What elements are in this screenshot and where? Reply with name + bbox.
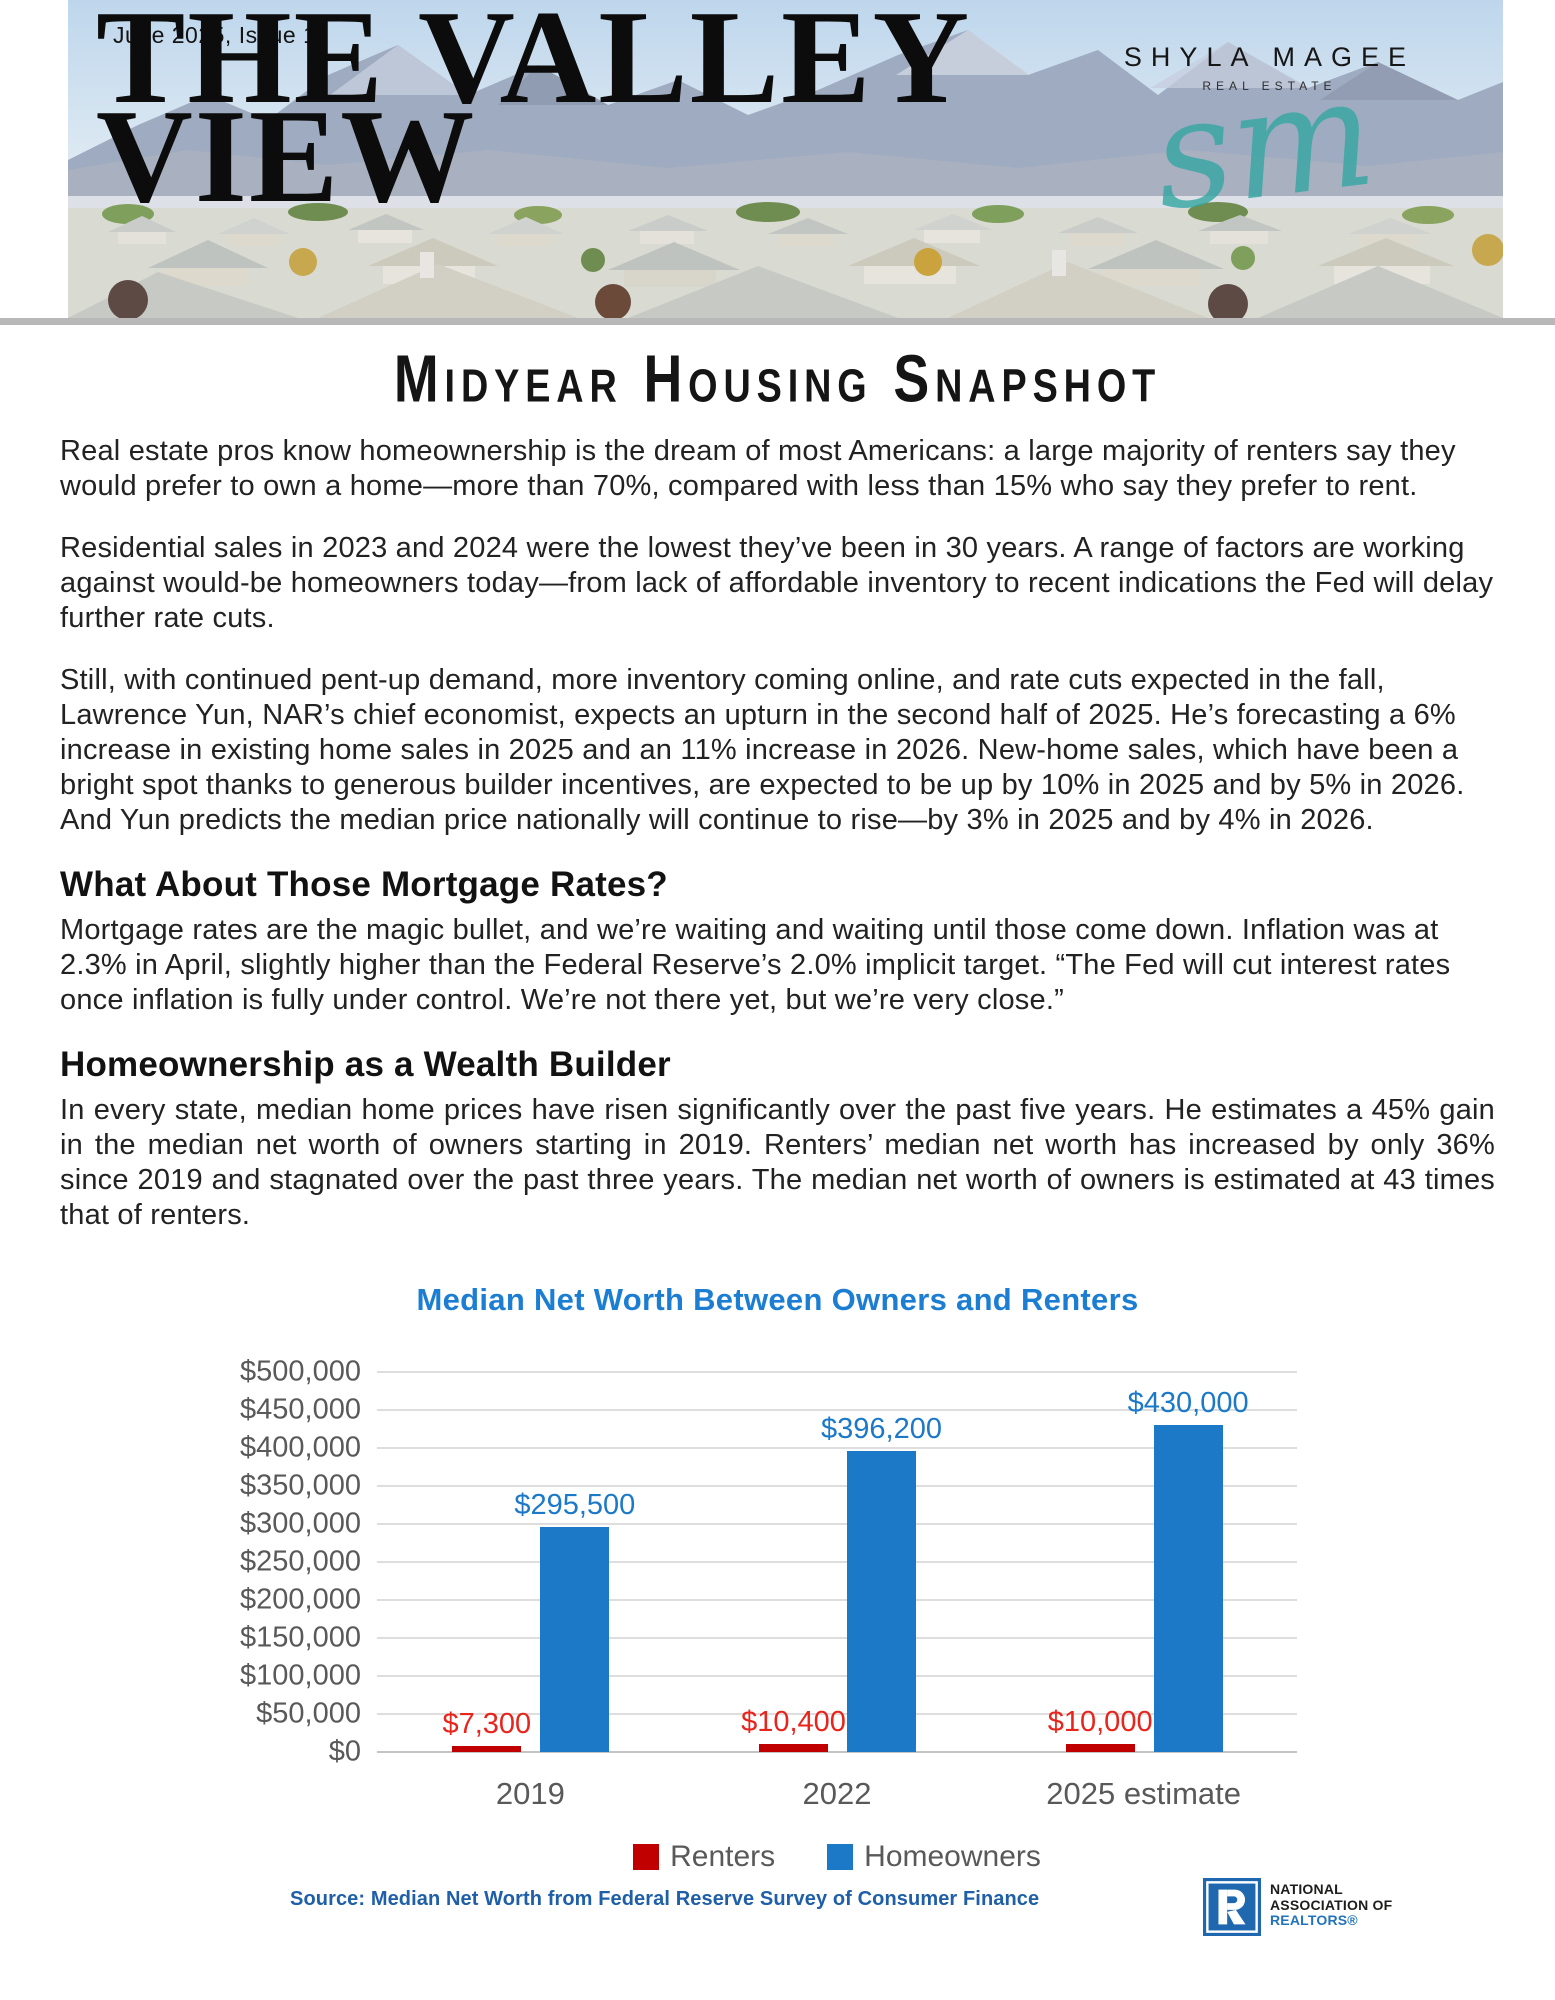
brand-name: SHYLA MAGEE: [1123, 42, 1415, 72]
y-tick-label: $400,000: [240, 1431, 361, 1464]
bar-homeowners: [1153, 1425, 1223, 1752]
brand-logo: sm SHYLA MAGEE REAL ESTATE: [1123, 42, 1415, 245]
y-tick-label: $350,000: [240, 1469, 361, 1502]
y-gridline: [377, 1447, 1297, 1449]
x-category-label: 2019: [495, 1776, 565, 1811]
y-gridline: [377, 1675, 1297, 1677]
y-tick-label: $0: [328, 1735, 361, 1768]
bar-value-label: $10,400: [741, 1706, 846, 1739]
bar-renters: [452, 1746, 522, 1752]
chart-legend: Renters Homeowners: [377, 1840, 1297, 1874]
issue-label: June 2025, Issue 11: [113, 22, 328, 48]
bar-value-label: $430,000: [1127, 1387, 1249, 1420]
paragraph: Residential sales in 2023 and 2024 were …: [60, 532, 1494, 634]
legend-label: Renters: [670, 1840, 776, 1873]
bar-renters: [759, 1744, 828, 1752]
nar-r-icon: [1203, 1878, 1261, 1936]
legend-item: Homeowners: [827, 1840, 1041, 1874]
y-gridline: [377, 1371, 1297, 1373]
legend-item: Renters: [633, 1840, 775, 1874]
bar-value-label: $396,200: [821, 1412, 942, 1445]
y-gridline: [377, 1599, 1297, 1601]
x-axis-line: [377, 1751, 1297, 1753]
y-tick-label: $50,000: [256, 1697, 361, 1730]
bar-homeowners: [540, 1527, 610, 1752]
legend-label: Homeowners: [864, 1840, 1041, 1873]
paragraph: Still, with continued pent-up demand, mo…: [60, 664, 1465, 836]
paragraph: Real estate pros know homeownership is t…: [60, 435, 1456, 502]
nar-logo-text: NATIONAL ASSOCIATION OF REALTORS®: [1270, 1878, 1392, 1929]
article-headline: Midyear Housing Snapshot: [393, 341, 1162, 416]
masthead: June 2025, Issue 11 THE VALLEY VIEW sm S…: [68, 0, 1503, 318]
bar-homeowners: [847, 1450, 916, 1752]
newsletter-title-line2: VIEW: [96, 82, 477, 230]
y-gridline: [377, 1637, 1297, 1639]
section-body-wealth-builder: In every state, median home prices have …: [60, 1094, 1495, 1231]
y-gridline: [377, 1523, 1297, 1525]
legend-swatch: [827, 1844, 854, 1870]
bar-renters: [1065, 1744, 1135, 1752]
bar-value-label: $10,000: [1047, 1706, 1153, 1739]
nar-line1: NATIONAL: [1270, 1881, 1343, 1897]
y-gridline: [377, 1713, 1297, 1715]
nar-line2: ASSOCIATION OF: [1270, 1896, 1393, 1913]
hero-photo: [68, 0, 1503, 318]
y-gridline: [377, 1485, 1297, 1487]
newsletter-title: THE VALLEY VIEW: [96, 0, 972, 230]
y-tick-label: $450,000: [240, 1393, 361, 1426]
nar-logo: NATIONAL ASSOCIATION OF REALTORS®: [1203, 1878, 1392, 1936]
article: Midyear Housing Snapshot Real estate pro…: [0, 336, 1555, 1260]
y-tick-label: $500,000: [240, 1355, 361, 1388]
chart-source-note: Source: Median Net Worth from Federal Re…: [290, 1888, 1040, 1910]
y-gridline: [377, 1561, 1297, 1563]
y-tick-label: $250,000: [240, 1545, 361, 1578]
section-heading-mortgage-rates: What About Those Mortgage Rates?: [60, 865, 668, 904]
chart-title: Median Net Worth Between Owners and Rent…: [416, 1282, 1139, 1317]
newsletter-title-line1: THE VALLEY: [96, 0, 972, 131]
masthead-divider: [0, 318, 1555, 325]
nar-line3: REALTORS®: [1270, 1912, 1358, 1928]
legend-swatch: [633, 1844, 660, 1870]
chart-plot: $0 $50,000 $100,000 $150,000 $200,000 $250,00…: [240, 1356, 1297, 1811]
x-category-label: 2025 estimate: [1046, 1776, 1242, 1811]
networth-chart: Median Net Worth Between Owners and Rent…: [0, 1282, 1555, 1882]
brand-tagline: REAL ESTATE: [1202, 79, 1337, 93]
x-category-label: 2022: [802, 1776, 872, 1811]
bar-value-label: $7,300: [442, 1708, 532, 1741]
section-body-mortgage-rates: Mortgage rates are the magic bullet, and…: [60, 914, 1451, 1016]
y-gridline: [377, 1409, 1297, 1411]
section-heading-wealth-builder: Homeownership as a Wealth Builder: [60, 1045, 671, 1084]
y-tick-label: $300,000: [240, 1507, 361, 1540]
y-tick-label: $150,000: [240, 1621, 361, 1654]
y-tick-label: $200,000: [240, 1583, 361, 1616]
y-tick-label: $100,000: [240, 1659, 361, 1692]
bar-value-label: $295,500: [514, 1489, 636, 1522]
